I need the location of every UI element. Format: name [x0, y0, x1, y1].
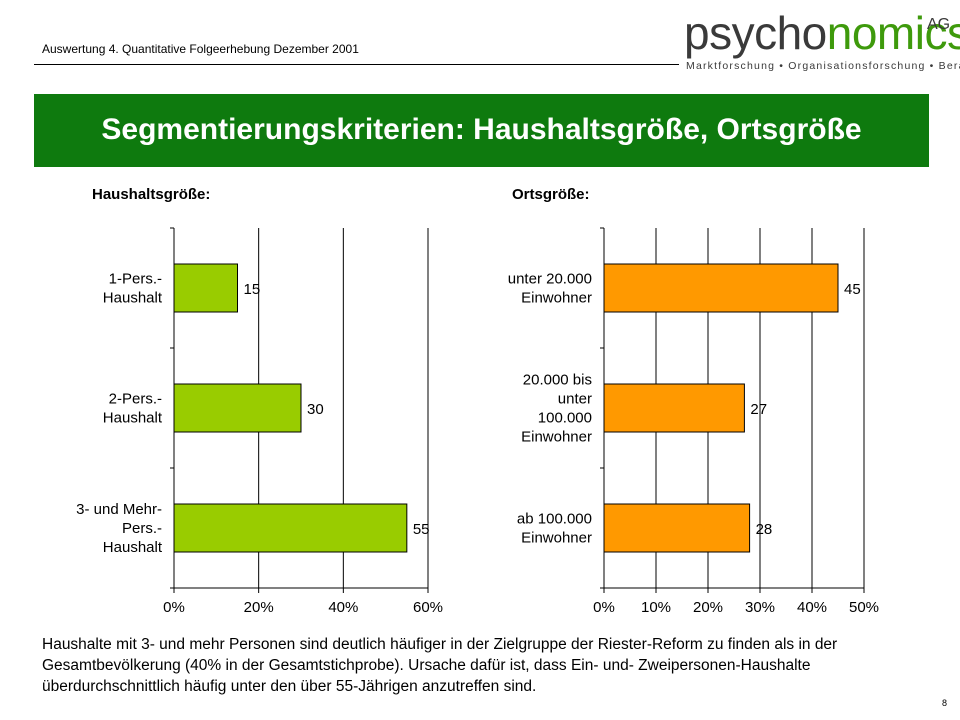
chart-heading-town: Ortsgröße: [512, 186, 590, 203]
bar [173, 383, 302, 433]
category-label: 1-Pers.-Haushalt [103, 271, 163, 307]
report-subtitle: Auswertung 4. Quantitative Folgeerhebung… [42, 42, 359, 56]
bar [603, 503, 751, 553]
category-label: 2-Pers.-Haushalt [103, 391, 163, 427]
data-label: 27 [750, 401, 767, 418]
x-tick-label: 0% [593, 599, 615, 616]
description-text: Haushalte mit 3- und mehr Personen sind … [42, 636, 838, 695]
x-tick-label: 40% [328, 599, 358, 616]
data-label: 45 [844, 281, 861, 298]
slide-title: Segmentierungskriterien: Haushaltsgröße,… [101, 113, 862, 146]
header-divider [34, 64, 679, 65]
category-label: 20.000 bis unter 100.000 Einwohner [521, 372, 592, 446]
data-label: 30 [307, 401, 324, 418]
bar [603, 263, 839, 313]
chart-heading-household: Haushaltsgröße: [92, 186, 211, 203]
company-logo: psychonomics AG Marktforschung • Organis… [684, 10, 960, 76]
x-tick-label: 0% [163, 599, 185, 616]
data-label: 55 [413, 521, 430, 538]
chart-town: 0% 10% 20% 30% 40% 50% 45 unter 20.000 Einwohner… [508, 227, 879, 616]
logo-word-part1: psycho [684, 7, 827, 59]
logo-suffix: AG [927, 16, 951, 33]
data-label: 28 [756, 521, 773, 538]
title-banner: Segmentierungskriterien: Haushaltsgröße,… [34, 94, 929, 167]
x-tick-label: 20% [693, 599, 723, 616]
logo-wordmark: psychonomics [684, 10, 960, 56]
logo-word-part2: nomics [826, 7, 960, 59]
category-label: 3- und Mehr-Pers.-Haushalt [76, 501, 163, 556]
x-tick-label: 60% [413, 599, 443, 616]
bar [173, 503, 408, 553]
x-tick-label: 40% [797, 599, 827, 616]
page-number: 8 [942, 698, 948, 708]
data-label: 15 [244, 281, 261, 298]
bar [603, 383, 745, 433]
x-tick-label: 10% [641, 599, 671, 616]
x-tick-label: 30% [745, 599, 775, 616]
category-label: unter 20.000 Einwohner [508, 271, 592, 307]
bar [173, 263, 238, 313]
x-tick-label: 20% [244, 599, 274, 616]
x-tick-label: 50% [849, 599, 879, 616]
category-label: ab 100.000 Einwohner [517, 511, 592, 547]
logo-tagline: Marktforschung • Organisationsforschung … [686, 60, 960, 72]
chart-household: 0% 20% 40% 60% 15 1-Pers.-Haushalt 30 2-Pers.-H… [76, 227, 443, 616]
